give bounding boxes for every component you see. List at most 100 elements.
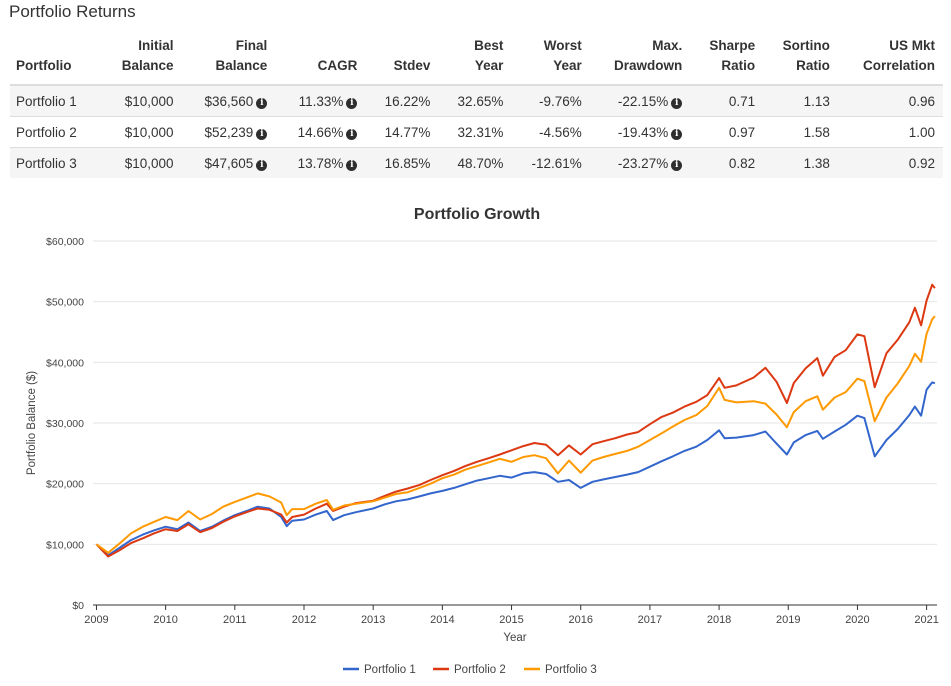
cell-value: $10,000 bbox=[124, 155, 174, 171]
legend-label: Portfolio 2 bbox=[454, 664, 506, 676]
legend-item[interactable]: Portfolio 2 bbox=[433, 664, 506, 676]
column-header: CAGR bbox=[275, 34, 366, 86]
table-cell: 1.13 bbox=[763, 84, 838, 117]
y-tick-label: $60,000 bbox=[46, 236, 84, 248]
chart-title: Portfolio Growth bbox=[414, 206, 540, 223]
column-header: Portfolio bbox=[10, 34, 102, 86]
info-icon[interactable]: i bbox=[346, 97, 358, 109]
column-header-line-1: Best bbox=[474, 38, 504, 53]
x-tick-label: 2017 bbox=[638, 614, 662, 626]
cell-value: $36,560 bbox=[204, 93, 254, 109]
legend-label: Portfolio 1 bbox=[364, 664, 416, 676]
info-icon[interactable]: i bbox=[671, 128, 683, 140]
x-axis-ticks: 2009 2010 2011 2012 2013 2014 2015 2016 2017 2018… bbox=[84, 605, 939, 626]
x-tick-label: 2020 bbox=[845, 614, 869, 626]
column-header: Final Balance bbox=[181, 34, 276, 86]
column-header-line-1: Initial bbox=[138, 38, 174, 53]
legend-item[interactable]: Portfolio 1 bbox=[343, 664, 416, 676]
cell-value: 0.82 bbox=[728, 155, 756, 171]
info-icon[interactable]: i bbox=[346, 159, 358, 171]
column-header-line-2: Balance bbox=[121, 58, 174, 73]
table-cell: 16.22% bbox=[365, 84, 439, 117]
column-header-line-2: Drawdown bbox=[613, 58, 683, 73]
y-tick-label: $20,000 bbox=[46, 479, 84, 491]
cell-value: 32.31% bbox=[457, 124, 504, 140]
x-tick-label: 2013 bbox=[361, 614, 385, 626]
table-header-row: Portfolio Initial Balance Final Balance CAGR… bbox=[10, 34, 943, 86]
column-header-line-1: Final bbox=[235, 38, 268, 53]
cell-value: 0.71 bbox=[728, 93, 756, 109]
cell-value: 1.13 bbox=[803, 93, 830, 109]
x-tick-label: 2009 bbox=[84, 614, 108, 626]
column-header: Initial Balance bbox=[101, 34, 182, 86]
section-title: Portfolio Returns bbox=[9, 2, 136, 21]
series-line-1 bbox=[95, 381, 936, 557]
cell-value: 1.00 bbox=[908, 124, 935, 140]
chart-legend[interactable]: Portfolio 1 Portfolio 2 Portfolio 3 bbox=[343, 664, 597, 676]
column-header: Sharpe Ratio bbox=[690, 34, 764, 86]
info-icon[interactable]: i bbox=[256, 159, 268, 171]
y-tick-label: $50,000 bbox=[46, 297, 84, 309]
column-header-line-1: Max. bbox=[652, 38, 683, 53]
info-icon[interactable]: i bbox=[256, 97, 268, 109]
x-tick-label: 2011 bbox=[223, 614, 247, 626]
cell-value: 13.78% bbox=[297, 155, 344, 171]
y-tick-label: $0 bbox=[72, 600, 84, 612]
table-cell: 16.85% bbox=[365, 147, 439, 178]
column-header-line-2: Year bbox=[553, 58, 582, 73]
cell-value: Portfolio 1 bbox=[16, 93, 77, 109]
cell-value: Portfolio 3 bbox=[16, 155, 77, 171]
column-header: Sortino Ratio bbox=[763, 34, 838, 86]
table-cell: 14.77% bbox=[365, 116, 439, 148]
chart-gridlines bbox=[93, 240, 937, 606]
legend-item[interactable]: Portfolio 3 bbox=[524, 664, 597, 676]
table-cell: -19.43% i bbox=[589, 116, 691, 148]
table-cell: -22.15% i bbox=[589, 84, 691, 117]
info-icon[interactable]: i bbox=[346, 128, 358, 140]
table-row: Portfolio 1 $10,000 $36,560 i 11.33% i 16.22% 3… bbox=[10, 84, 943, 117]
cell-value: 16.85% bbox=[384, 155, 431, 171]
table-cell: 1.58 bbox=[763, 116, 838, 148]
column-header-line-1: US Mkt bbox=[889, 38, 935, 53]
cell-value: $10,000 bbox=[124, 93, 174, 109]
table-cell: -4.56% bbox=[511, 116, 590, 148]
table-cell: Portfolio 3 bbox=[10, 147, 102, 178]
table-cell: 0.82 bbox=[690, 147, 764, 178]
table-cell: Portfolio 2 bbox=[10, 116, 102, 148]
cell-value: 1.58 bbox=[803, 124, 830, 140]
x-tick-label: 2019 bbox=[776, 614, 800, 626]
table-cell: 1.00 bbox=[837, 116, 943, 148]
cell-value: 0.97 bbox=[728, 124, 756, 140]
table-cell: 48.70% bbox=[438, 147, 512, 178]
column-header-line-1 bbox=[281, 36, 357, 56]
portfolio-returns-table: Portfolio Initial Balance Final Balance CAGR… bbox=[10, 34, 943, 178]
table-cell: Portfolio 1 bbox=[10, 84, 102, 117]
table-cell: $36,560 i bbox=[181, 84, 276, 117]
cell-value: 11.33% bbox=[298, 93, 344, 109]
table-cell: -23.27% i bbox=[589, 147, 691, 178]
chart-series bbox=[95, 283, 936, 558]
column-header: Stdev bbox=[365, 34, 439, 86]
x-tick-label: 2021 bbox=[914, 614, 938, 626]
series-line-3 bbox=[95, 315, 936, 554]
info-icon[interactable]: i bbox=[671, 159, 683, 171]
cell-value: -12.61% bbox=[531, 155, 582, 171]
cell-value: 0.92 bbox=[908, 155, 935, 171]
cell-value: 0.96 bbox=[908, 93, 935, 109]
column-header-line-2: Ratio bbox=[721, 58, 756, 73]
y-tick-label: $40,000 bbox=[46, 357, 84, 369]
info-icon[interactable]: i bbox=[671, 97, 683, 109]
column-header-line-1: Sharpe bbox=[709, 38, 756, 53]
column-header: Worst Year bbox=[511, 34, 590, 86]
cell-value: 1.38 bbox=[803, 155, 830, 171]
column-header: US Mkt Correlation bbox=[837, 34, 943, 86]
column-header-line-2: Stdev bbox=[393, 58, 431, 73]
cell-value: -19.43% bbox=[617, 124, 669, 140]
info-icon[interactable]: i bbox=[256, 128, 268, 140]
cell-value: 48.70% bbox=[457, 155, 504, 171]
column-header-line-2: Ratio bbox=[796, 58, 830, 73]
column-header-line-2: Year bbox=[474, 58, 504, 73]
series-line-2 bbox=[95, 283, 936, 558]
cell-value: 32.65% bbox=[457, 93, 504, 109]
table-cell: 14.66% i bbox=[275, 116, 366, 148]
